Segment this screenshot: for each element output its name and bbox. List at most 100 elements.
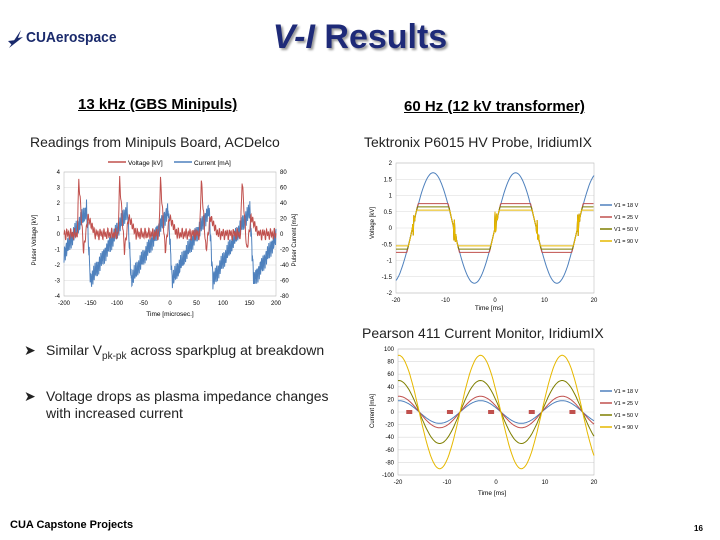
legend-label: V1 = 18 V <box>614 389 639 395</box>
x-tick-label: -10 <box>443 480 452 486</box>
y-tick-label: 40 <box>387 385 394 391</box>
y2-tick-label: -40 <box>280 263 289 269</box>
legend-label: V1 = 25 V <box>614 401 639 407</box>
y-tick-label: 1 <box>57 217 61 223</box>
zero-crossing-spike <box>528 410 535 414</box>
y-tick-label: 0 <box>391 410 395 416</box>
x-axis-label: Time [ms] <box>478 490 506 497</box>
y2-tick-label: 0 <box>280 232 284 238</box>
x-axis-ticks: -20 -10 0 10 20 <box>392 298 598 304</box>
y-tick-label: 3 <box>57 186 61 192</box>
x-tick-label: 100 <box>218 301 229 307</box>
y-tick-label: 60 <box>387 372 394 378</box>
chart-legend: Voltage [kV] Current [mA] <box>108 160 231 167</box>
x-tick-label: 0 <box>168 301 172 307</box>
voltage-series-group <box>395 172 595 284</box>
x-tick-label: -200 <box>58 301 71 307</box>
title-rest: Results <box>314 18 448 56</box>
y2-tick-label: -20 <box>280 248 289 254</box>
legend-label: V1 = 50 V <box>614 227 639 233</box>
bullet-voltage-drops: ➤ Voltage drops as plasma impedance chan… <box>24 388 344 428</box>
y-tick-label: 0.5 <box>384 210 393 216</box>
x-tick-label: 20 <box>591 480 598 486</box>
y-tick-label: -3 <box>55 279 61 285</box>
y-tick-label: 2 <box>389 161 393 167</box>
x-tick-label: 0 <box>494 480 498 486</box>
y-tick-label: 20 <box>387 397 394 403</box>
series-amp-50 <box>397 379 595 445</box>
y-axis-label: Voltage [kV] <box>370 207 376 239</box>
current-series-group <box>397 354 595 470</box>
chart-legend: V1 = 18 V V1 = 25 V V1 = 50 V V1 = 90 V <box>600 389 639 431</box>
y-tick-label: 80 <box>387 360 394 366</box>
y-tick-label: -80 <box>385 460 394 466</box>
x-axis-ticks: -20 -10 0 10 20 <box>394 480 598 486</box>
y-tick-label: -20 <box>385 423 394 429</box>
arrow-bullet-icon: ➤ <box>24 342 36 358</box>
y-tick-label: -0.5 <box>382 242 393 248</box>
right-subtitle-current: Pearson 411 Current Monitor, IridiumIX <box>362 325 604 341</box>
y-tick-label: -100 <box>382 473 395 479</box>
y-tick-label: -2 <box>387 291 393 297</box>
x-tick-label: 10 <box>542 480 549 486</box>
minipuls-vi-chart: Voltage [kV] Current [mA] 43210-1-2-3-4 … <box>30 154 302 320</box>
x-tick-label: 200 <box>271 301 282 307</box>
bullet-text: Similar Vpk-pk across sparkplug at break… <box>46 342 336 365</box>
company-logo: CUAerospace <box>6 26 136 52</box>
zero-crossing-spike <box>488 410 495 414</box>
y2-tick-label: -60 <box>280 279 289 285</box>
legend-label: V1 = 90 V <box>614 425 639 431</box>
page-number: 16 <box>694 524 703 533</box>
x-tick-label: -20 <box>394 480 403 486</box>
legend-label: V1 = 18 V <box>614 203 639 209</box>
rocket-icon <box>8 30 23 48</box>
y-tick-label: 4 <box>57 170 61 176</box>
left-heading: 13 kHz (GBS Minipuls) <box>78 96 238 113</box>
x-tick-label: -20 <box>392 298 401 304</box>
y-axis-ticks: 100 80 60 40 20 0 -20 -40 -60 -80 -100 <box>382 347 395 479</box>
y2-axis-ticks: 80 60 40 20 0 -20 -40 -60 -80 <box>280 170 289 300</box>
y-axis-label: Current [mA] <box>370 394 376 428</box>
plot-frame <box>395 162 595 294</box>
y-tick-label: 1.5 <box>384 177 393 183</box>
zero-crossing-spike <box>569 410 576 414</box>
right-heading: 60 Hz (12 kV transformer) <box>404 98 585 115</box>
y2-tick-label: 40 <box>280 201 287 207</box>
y-tick-label: 0 <box>57 232 61 238</box>
series-amp-90 <box>397 354 595 470</box>
y-axis-ticks: 4 3 2 1 0 -1 -2 -3 -4 <box>55 170 61 300</box>
x-tick-label: -150 <box>84 301 97 307</box>
y-tick-label: -4 <box>55 294 61 300</box>
y-axis-ticks: 2 1.5 1 0.5 0 -0.5 -1 -1.5 -2 <box>382 161 393 297</box>
series-clamped-2 <box>396 209 594 247</box>
series-voltage <box>63 175 277 255</box>
legend-voltage-label: Voltage [kV] <box>128 160 163 167</box>
hv-probe-voltage-chart: 2 1.5 1 0.5 0 -0.5 -1 -1.5 -2 -20 -10 0 10 20 V1 = 1… <box>366 155 640 313</box>
legend-label: V1 = 50 V <box>614 413 639 419</box>
plot-frame <box>397 348 595 476</box>
legend-label: V1 = 25 V <box>614 215 639 221</box>
right-subtitle-probe: Tektronix P6015 HV Probe, IridiumIX <box>364 134 592 150</box>
bullet-text-post: across sparkplug at breakdown <box>126 342 325 358</box>
x-tick-label: 10 <box>541 298 548 304</box>
chart-legend: V1 = 18 V V1 = 25 V V1 = 50 V V1 = 90 V <box>600 203 639 245</box>
y2-tick-label: 80 <box>280 170 287 176</box>
x-tick-label: -10 <box>441 298 450 304</box>
x-axis-ticks: -200 -150 -100 -50 0 50 100 150 200 <box>58 301 282 307</box>
x-tick-label: 0 <box>493 298 497 304</box>
bullet-text: Voltage drops as plasma impedance change… <box>46 388 329 421</box>
arrow-bullet-icon: ➤ <box>24 388 36 404</box>
bullet-subscript: pk-pk <box>102 350 127 362</box>
y-tick-label: -40 <box>385 435 394 441</box>
slide-title: V-I Results <box>150 18 570 57</box>
y-tick-label: 100 <box>384 347 395 353</box>
y-tick-label: -1.5 <box>382 275 393 281</box>
y-tick-label: -60 <box>385 448 394 454</box>
x-tick-label: 50 <box>193 301 200 307</box>
logo-text: CUAerospace <box>26 29 117 46</box>
legend-label: V1 = 90 V <box>614 239 639 245</box>
y-tick-label: 1 <box>389 194 393 200</box>
bullet-similar-voltage: ➤ Similar Vpk-pk across sparkplug at bre… <box>24 342 344 382</box>
y-tick-label: -2 <box>55 263 61 269</box>
